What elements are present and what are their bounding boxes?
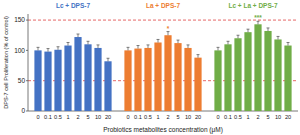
error-bar [47,49,50,52]
x-tick-label: 5 [266,114,269,120]
bar [244,32,251,111]
y-tick [26,50,28,51]
bar [274,39,281,111]
error-bar [67,42,70,45]
x-tick-label: 2 [256,114,259,120]
error-bar [187,45,190,48]
bar [184,48,191,111]
bar [64,46,71,111]
x-tick-label: 1 [66,114,69,120]
bar [74,37,81,111]
error-bar [107,58,110,61]
x-tick-label: 20 [195,114,201,120]
x-tick-label: 5 [176,114,179,120]
error-bar [267,28,270,31]
bars [34,21,291,111]
y-tick-label: 100 [14,47,25,54]
bar [84,44,91,111]
bar [224,44,231,111]
bar [174,43,181,111]
legend-entry: Lc + La + DPS-7 [228,2,278,9]
x-tick-label: 10 [95,114,101,120]
error-bar [287,42,290,45]
bar [264,31,271,111]
x-tick-label: 10 [275,114,281,120]
error-bar [217,47,220,50]
bar [284,46,291,111]
y-tick [26,20,28,21]
error-bar [97,45,100,48]
x-tick-label: 0 [126,114,129,120]
error-bar [87,41,90,44]
bar [214,50,221,111]
bar [154,42,161,111]
y-tick [26,111,28,112]
error-bar [197,55,200,58]
legend-entry: Lc + DPS-7 [56,2,91,9]
bar [144,48,151,111]
error-bar [57,47,60,50]
bar [44,52,51,111]
bar [104,61,111,111]
x-tick-label: 1 [156,114,159,120]
y-tick-label: 0 [21,107,25,114]
bar [234,38,241,111]
x-tick-label: 0.1 [134,114,142,120]
error-bar [277,36,280,39]
y-axis-label: DPS-7 cell Proliferation (% of control) [3,16,9,109]
bar [54,50,61,111]
error-bar [37,47,40,50]
error-bar [177,40,180,43]
x-tick-label: 2 [166,114,169,120]
error-bar [167,32,170,36]
bar [94,48,101,111]
bar [254,24,261,111]
bar [164,35,171,111]
x-tick-label: 20 [285,114,291,120]
x-tick-label: 2 [76,114,79,120]
x-tick-label: 0.5 [54,114,62,120]
error-bar [257,21,260,24]
bar [34,50,41,111]
error-bar [137,46,140,49]
x-tick-label: 10 [185,114,191,120]
x-tick-label: 0.1 [44,114,52,120]
bar [194,58,201,111]
x-tick-label: 0.5 [234,114,242,120]
x-tick-label: 5 [86,114,89,120]
error-bar [127,47,130,50]
x-tick-label: 0.1 [224,114,232,120]
y-tick [26,80,28,81]
y-tick-label: 150 [14,16,25,23]
x-tick-label: 0.5 [144,114,152,120]
bar [124,50,131,111]
chart: 050100150DPS-7 cell Proliferation (% of … [0,0,300,135]
error-bar [157,39,160,42]
x-tick-label: 1 [246,114,249,120]
error-bar [227,41,230,44]
x-tick-label: 0 [216,114,219,120]
y-tick-label: 50 [18,77,26,84]
significance: *** [254,14,262,21]
x-tick-label: 20 [105,114,111,120]
error-bar [247,29,250,32]
x-tick-label: 0 [36,114,39,120]
bar [134,49,141,111]
significance: * [167,25,170,32]
error-bar [237,35,240,38]
y-axis [28,14,29,111]
error-bar [77,34,80,37]
legend-entry: La + DPS-7 [146,2,181,9]
error-bar [147,45,150,48]
x-axis-label: Probiotics metabolites concentration (μM… [103,126,223,134]
